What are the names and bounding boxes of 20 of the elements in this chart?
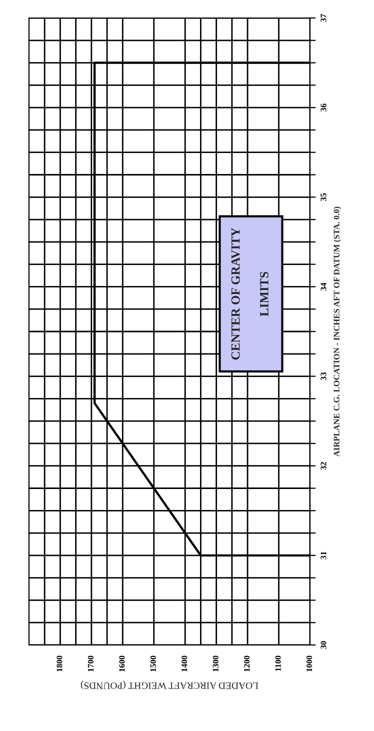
- y-tick-label: 34: [320, 282, 326, 291]
- y-tick-label: 31: [320, 552, 326, 560]
- y-axis-title: AIRPLANE C.G. LOCATION - INCHES AFT OF DATUM (STA. 0.0): [334, 206, 342, 457]
- x-axis-title: LOADED AIRCRAFT WEIGHT (POUNDS): [80, 680, 258, 690]
- x-tick-label: 1300: [212, 656, 218, 672]
- x-tick-label: 1500: [150, 656, 156, 672]
- y-tick-label: 36: [320, 104, 326, 112]
- y-tick-label: 30: [320, 641, 326, 649]
- x-tick-label: 1600: [119, 656, 125, 672]
- x-tick-label: 1400: [182, 656, 188, 672]
- x-tick-label: 1200: [244, 656, 250, 672]
- x-tick-label: 1000: [306, 656, 312, 672]
- chart-title: CENTER OF GRAVITY LIMITS: [231, 228, 268, 360]
- y-tick-label: 37: [320, 14, 326, 22]
- x-tick-label: 1100: [275, 656, 281, 671]
- x-tick-label: 1700: [88, 656, 94, 672]
- y-tick-label: 35: [320, 193, 326, 201]
- x-tick-label: 1800: [56, 656, 62, 672]
- y-tick-label: 33: [320, 372, 326, 380]
- y-tick-label: 32: [320, 462, 326, 470]
